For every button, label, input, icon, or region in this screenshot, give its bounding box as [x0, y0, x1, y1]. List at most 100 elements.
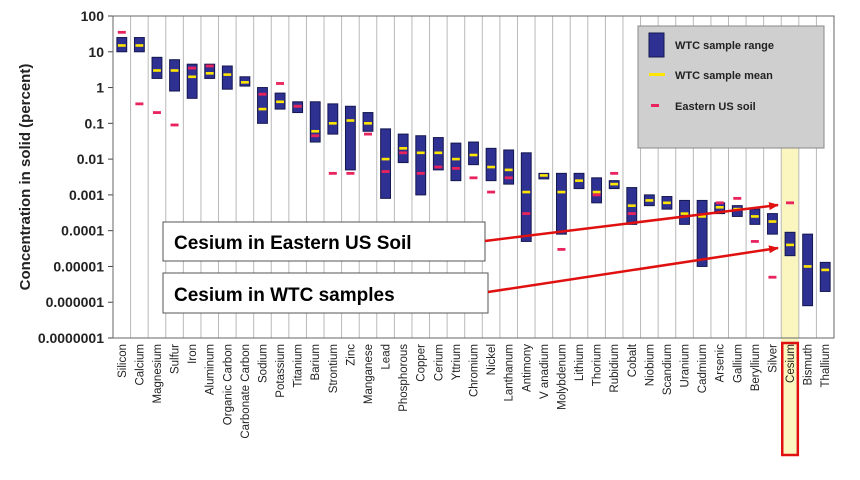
soil-mark — [276, 82, 285, 85]
range-bar-aluminum — [204, 63, 216, 79]
mean-mark — [451, 157, 460, 161]
range-bar-sulfur — [169, 59, 180, 92]
category-label: Rubidium — [609, 344, 621, 393]
category-label: Cobalt — [627, 343, 639, 377]
soil-mark — [487, 190, 496, 194]
soil-mark — [786, 201, 795, 205]
mean-mark — [610, 182, 619, 186]
category-label: Nickel — [486, 344, 498, 375]
mean-mark — [240, 81, 249, 84]
legend-soil-label: Eastern US soil — [675, 101, 756, 113]
mean-mark — [346, 119, 355, 122]
y-tick-label: 0.1 — [85, 115, 105, 131]
range-bar-nickel — [485, 147, 497, 182]
mean-mark — [328, 122, 337, 125]
soil-mark — [469, 176, 478, 180]
annotation-wtc-box — [162, 272, 489, 314]
category-label: Magnesium — [152, 344, 164, 403]
soil-mark — [504, 176, 513, 180]
category-label: Silicon — [117, 344, 129, 378]
annotation-wtc-text: Cesium in WTC samples — [174, 285, 395, 306]
category-label: Thorium — [592, 344, 604, 386]
soil-mark — [610, 171, 619, 175]
legend: WTC sample range WTC sample mean Eastern… — [637, 25, 825, 149]
mean-mark — [821, 268, 830, 272]
soil-mark — [627, 212, 636, 215]
mean-mark — [364, 122, 372, 125]
mean-mark — [715, 205, 724, 209]
mean-mark — [153, 69, 161, 72]
mean-mark — [557, 190, 566, 194]
soil-mark — [750, 240, 759, 243]
soil-mark — [152, 111, 161, 114]
category-label: Yttrium — [451, 344, 463, 380]
range-bar-sodium — [257, 87, 268, 124]
legend-range-label: WTC sample range — [675, 40, 774, 52]
category-label: Carbonate Carbon — [240, 344, 252, 439]
mean-mark — [223, 73, 232, 76]
category-label: Bismuth — [803, 344, 815, 386]
mean-mark — [592, 190, 601, 194]
soil-mark — [117, 30, 126, 34]
soil-mark — [135, 102, 144, 106]
category-label: Organic Carbon — [222, 344, 234, 425]
range-bar-yttrium — [450, 142, 462, 182]
mean-mark — [487, 165, 496, 169]
category-label: Antimony — [521, 344, 533, 392]
soil-mark — [522, 212, 531, 215]
y-tick-label: 0.0001 — [61, 223, 104, 239]
soil-mark — [363, 132, 372, 136]
mean-mark — [750, 215, 759, 218]
mean-mark — [381, 157, 390, 161]
category-label: V anadium — [539, 344, 551, 399]
category-label: Arsenic — [715, 344, 727, 383]
mean-mark — [135, 44, 144, 47]
range-bar-copper — [415, 135, 427, 196]
mean-mark — [522, 190, 531, 194]
soil-mark — [346, 171, 355, 175]
mean-mark — [117, 44, 126, 47]
category-label: Lanthanum — [504, 344, 516, 402]
mean-mark — [786, 243, 794, 247]
range-bar-thorium — [591, 177, 603, 204]
legend-mean-label: WTC sample mean — [675, 70, 773, 82]
legend-soil-swatch — [651, 104, 659, 107]
category-label: Sulfur — [170, 344, 182, 374]
data-marks — [116, 30, 831, 307]
category-label: Uranium — [680, 344, 692, 387]
y-tick-label: 100 — [81, 8, 105, 24]
category-label: Sodium — [257, 344, 269, 383]
category-label: Zinc — [345, 344, 357, 366]
range-bar-manganese — [362, 112, 374, 132]
annotation-wtc: Cesium in WTC samples — [162, 245, 779, 314]
range-bar-organic-carbon — [221, 65, 233, 90]
range-bar-cadmium — [696, 199, 708, 267]
y-tick-label: 1 — [96, 80, 104, 96]
legend-mean-swatch — [649, 73, 665, 76]
annotation-soil-text: Cesium in Eastern US Soil — [174, 233, 412, 254]
category-label: Beryllium — [750, 344, 762, 391]
range-bar-iron — [186, 63, 198, 99]
range-bar-chromium — [468, 141, 479, 166]
soil-mark — [170, 123, 179, 127]
category-label: Potassium — [275, 344, 287, 398]
range-bar-strontium — [327, 103, 339, 135]
mean-mark — [504, 168, 513, 172]
mean-mark — [311, 129, 320, 133]
annotation-soil-arrow — [484, 202, 779, 243]
mean-mark — [680, 212, 689, 215]
category-label: Lead — [381, 344, 393, 370]
category-label: Gallium — [732, 344, 744, 383]
category-label: Manganese — [363, 344, 375, 404]
category-label: Molybdenum — [556, 344, 568, 410]
soil-mark — [293, 104, 302, 108]
category-label: Cadmium — [697, 344, 709, 393]
y-tick-label: 0.0000001 — [38, 330, 104, 346]
y-tick-label: 0.00001 — [53, 258, 104, 274]
soil-mark — [557, 247, 566, 251]
soil-mark — [733, 196, 742, 200]
legend-range-swatch — [648, 32, 665, 58]
soil-mark — [399, 151, 408, 155]
soil-mark — [715, 201, 724, 205]
category-label: Cerium — [433, 344, 445, 381]
